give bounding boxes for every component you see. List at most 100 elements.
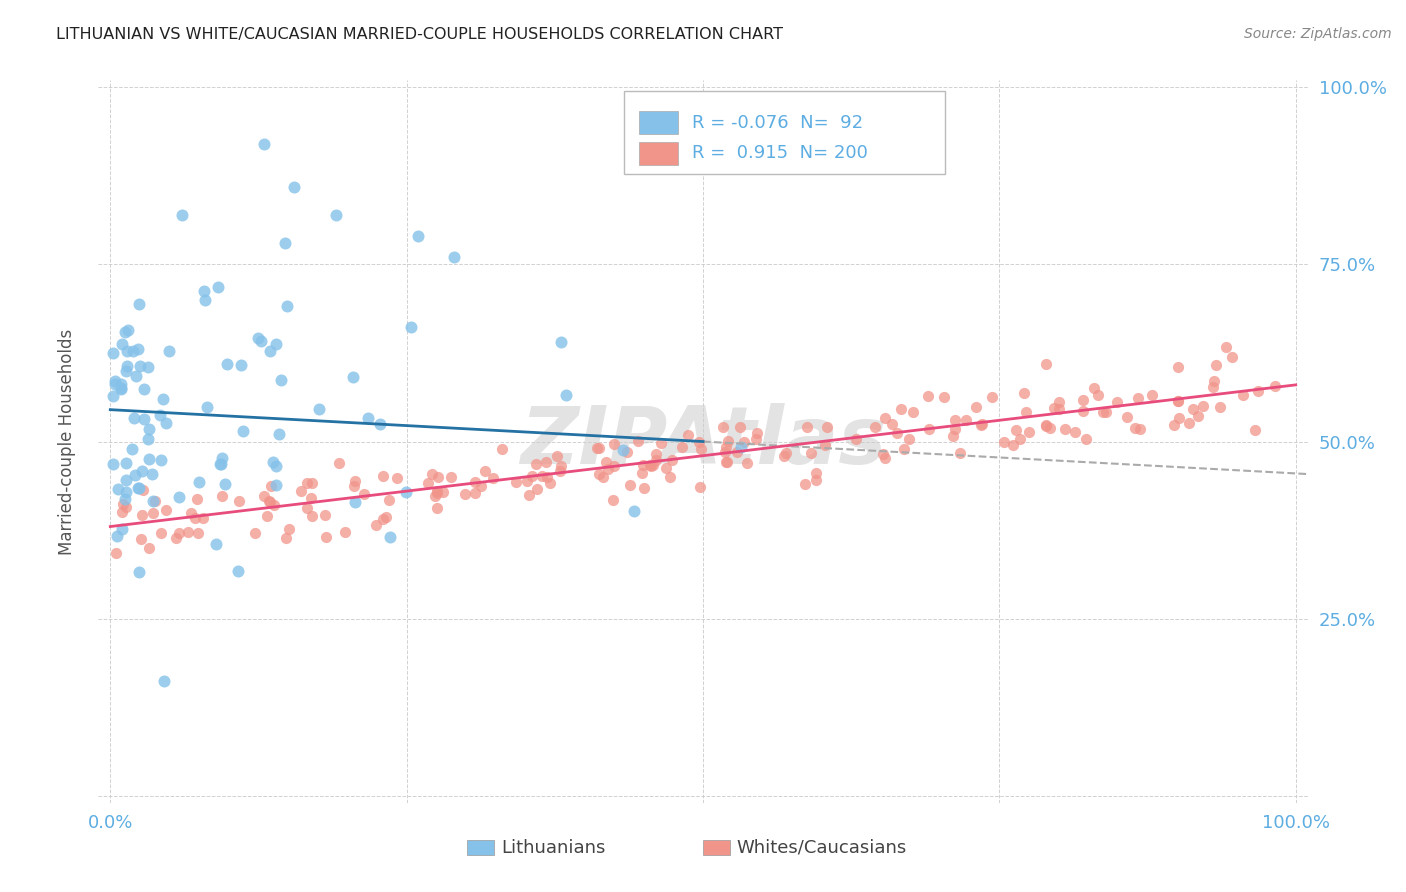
- Point: [263, 498, 285, 512]
- Point: [314, 508, 336, 523]
- Point: [427, 470, 450, 484]
- Point: [546, 449, 568, 463]
- Point: [128, 481, 150, 495]
- Point: [1010, 432, 1032, 446]
- Point: [1002, 438, 1025, 452]
- Point: [104, 377, 127, 392]
- Point: [115, 344, 138, 359]
- Point: [917, 389, 939, 403]
- Point: [380, 530, 402, 544]
- Point: [1043, 401, 1066, 416]
- Point: [714, 445, 737, 459]
- Point: [195, 400, 218, 414]
- Point: [364, 517, 387, 532]
- Point: [555, 388, 578, 402]
- Point: [342, 479, 364, 493]
- Point: [793, 477, 815, 491]
- Point: [115, 364, 138, 378]
- Point: [918, 421, 941, 435]
- Point: [115, 359, 138, 373]
- Bar: [638, 112, 678, 135]
- Point: [942, 429, 965, 443]
- Point: [1220, 351, 1243, 365]
- Point: [872, 447, 894, 461]
- Point: [548, 464, 571, 478]
- Point: [482, 470, 505, 484]
- Point: [121, 442, 143, 457]
- Point: [955, 413, 977, 427]
- Point: [167, 525, 190, 540]
- Point: [603, 458, 626, 473]
- Point: [208, 457, 231, 471]
- Point: [264, 477, 287, 491]
- Point: [333, 525, 356, 540]
- Point: [356, 411, 378, 425]
- Point: [800, 446, 823, 460]
- Point: [538, 476, 561, 491]
- Point: [1232, 388, 1254, 402]
- Point: [253, 136, 276, 151]
- Point: [264, 459, 287, 474]
- Point: [1095, 405, 1118, 419]
- Point: [342, 370, 364, 384]
- Point: [259, 343, 281, 358]
- Point: [226, 564, 249, 578]
- Point: [1167, 360, 1189, 375]
- Point: [136, 433, 159, 447]
- Point: [315, 530, 337, 544]
- Point: [150, 525, 173, 540]
- Point: [375, 510, 398, 524]
- Point: [111, 336, 134, 351]
- Text: Whites/Caucasians: Whites/Caucasians: [737, 838, 907, 856]
- Point: [1074, 432, 1097, 446]
- Bar: [467, 840, 494, 855]
- Point: [257, 493, 280, 508]
- Point: [290, 483, 312, 498]
- Point: [121, 344, 143, 359]
- Point: [619, 478, 641, 492]
- Point: [328, 456, 350, 470]
- Point: [105, 529, 128, 543]
- Point: [408, 229, 430, 244]
- Point: [806, 467, 828, 481]
- Point: [186, 492, 208, 507]
- Point: [661, 452, 683, 467]
- Bar: [638, 142, 678, 165]
- Point: [717, 434, 740, 449]
- Point: [524, 457, 547, 471]
- Point: [114, 473, 136, 487]
- Point: [491, 442, 513, 456]
- Point: [980, 390, 1002, 404]
- Point: [420, 467, 443, 481]
- Point: [127, 342, 149, 356]
- Point: [114, 491, 136, 506]
- Point: [1035, 418, 1057, 433]
- Point: [1071, 404, 1094, 418]
- Point: [655, 461, 678, 475]
- Point: [897, 432, 920, 446]
- Point: [1140, 388, 1163, 402]
- Point: [725, 445, 748, 459]
- Point: [111, 523, 134, 537]
- Point: [713, 420, 735, 434]
- Point: [945, 422, 967, 436]
- Point: [676, 428, 699, 442]
- Point: [886, 426, 908, 441]
- Y-axis label: Married-couple Households: Married-couple Households: [58, 328, 76, 555]
- Point: [730, 440, 752, 454]
- Point: [616, 444, 638, 458]
- Point: [128, 565, 150, 579]
- Point: [714, 455, 737, 469]
- Point: [1201, 380, 1223, 394]
- Point: [716, 455, 738, 469]
- Point: [1063, 425, 1085, 439]
- Point: [993, 434, 1015, 449]
- Point: [1204, 374, 1226, 388]
- Text: Source: ZipAtlas.com: Source: ZipAtlas.com: [1244, 27, 1392, 41]
- Point: [145, 494, 167, 508]
- Point: [1167, 394, 1189, 409]
- Point: [127, 481, 149, 495]
- Point: [1168, 410, 1191, 425]
- Point: [474, 464, 496, 478]
- Point: [949, 446, 972, 460]
